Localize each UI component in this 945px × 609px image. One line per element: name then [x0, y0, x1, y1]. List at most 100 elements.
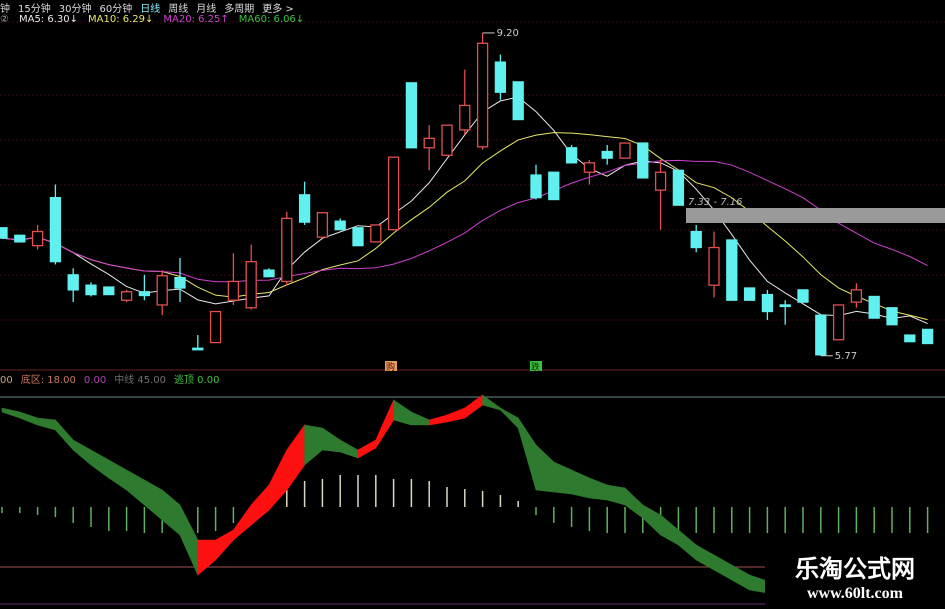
candle-body [156, 275, 168, 306]
candle [334, 218, 346, 231]
indicator-settings-icon[interactable]: ② [0, 14, 9, 25]
candle-body [85, 284, 97, 296]
candle-body [192, 347, 204, 351]
indicator-band-segment [72, 439, 92, 466]
sell-marker: 跌 [530, 361, 542, 373]
indicator-band-segment [624, 487, 644, 519]
candle [352, 227, 364, 247]
candle-body [637, 142, 649, 179]
indicator-band-segment [411, 411, 430, 426]
candle [761, 289, 774, 320]
svg-text:购: 购 [386, 361, 395, 373]
tab-5[interactable]: 周线 [168, 4, 189, 15]
indicator-band-segment [268, 449, 288, 511]
indicator-band-segment [339, 439, 359, 459]
candle-body [352, 227, 364, 247]
low-price-label: 5.77 [835, 351, 857, 362]
candle-body [245, 260, 257, 309]
indicator-legend: 00 底区: 18.00 0.00 中线 45.00 逃顶 0.00 [0, 371, 227, 386]
candle [67, 268, 79, 303]
candle-body [138, 291, 151, 297]
ma-legend-item: MA5: 6.30↓ [18, 14, 78, 25]
candle-body [761, 293, 774, 313]
buy-marker: 购 [385, 361, 397, 373]
indicator-band-segment [126, 469, 145, 506]
candle [138, 274, 151, 301]
candle [298, 181, 311, 225]
tab-2[interactable]: 30分钟 [58, 4, 92, 15]
tab-7[interactable]: 多周期 [224, 4, 255, 15]
moving-average-lines [1, 96, 928, 325]
candle [245, 244, 257, 310]
candle [227, 253, 240, 305]
candle-body [797, 289, 809, 303]
indicator-band-segment [19, 411, 38, 426]
tab-6[interactable]: 月线 [196, 4, 217, 15]
candle-body [832, 304, 845, 341]
tab-8[interactable]: 更多 > [262, 4, 294, 15]
candle-body [227, 280, 240, 301]
indicator-band-segment [731, 564, 750, 591]
candle [886, 307, 898, 326]
indicator-band-segment [517, 416, 537, 491]
indicator-band-segment [304, 424, 323, 466]
tab-0[interactable]: 钟 [0, 4, 10, 15]
indicator-band-segment [55, 419, 74, 451]
candle [192, 335, 204, 351]
watermark: 乐淘公式网 www.60lt.com [765, 552, 945, 609]
candle [174, 257, 186, 303]
tab-4[interactable]: 日线 [140, 4, 161, 15]
candle-body [281, 217, 293, 283]
ma20-line [1, 159, 928, 283]
candle-body [654, 171, 667, 191]
indicator-band-segment [37, 417, 56, 431]
candle-body [690, 230, 702, 249]
candle [387, 156, 400, 231]
candle-body [298, 194, 311, 223]
candle-body [565, 147, 578, 164]
indicator-band-segment [90, 449, 110, 479]
period-tabs: 钟 15分钟 30分钟 60分钟 日线 周线 月线 多周期 更多 > [0, 0, 302, 15]
candle-body [316, 212, 329, 238]
candle-body [174, 276, 186, 289]
indicator-legend-item: 中线 45.00 [114, 375, 166, 386]
indicator-band-segment [660, 514, 679, 546]
candle-body [583, 162, 596, 173]
candle [815, 314, 827, 356]
candle-body [459, 104, 471, 131]
tab-1[interactable]: 15分钟 [18, 4, 51, 15]
candle [423, 125, 435, 171]
tab-3[interactable]: 60分钟 [99, 4, 133, 15]
candle [281, 211, 293, 286]
candle [832, 304, 845, 341]
indicator-band-segment [108, 459, 127, 491]
candle [14, 234, 26, 243]
indicator-band-segment [695, 544, 715, 571]
indicator-band-segment [144, 479, 163, 521]
candle [370, 224, 382, 243]
candle-body [512, 81, 524, 121]
candle-body [14, 234, 26, 243]
candle [476, 32, 489, 150]
candle [850, 283, 863, 308]
candle-body [886, 307, 898, 326]
candle [904, 334, 916, 343]
candle-body [743, 287, 756, 301]
candle-body [708, 246, 720, 286]
candle-body [334, 220, 346, 231]
candle [921, 328, 934, 345]
indicator-legend-item: 00 [0, 375, 13, 386]
range-label: 7.33 - 7.16 [688, 197, 743, 208]
candle [85, 282, 97, 297]
candle [316, 212, 329, 238]
indicator-band-segment [464, 394, 483, 419]
candle-body [476, 42, 489, 148]
candle-body [405, 82, 418, 149]
indicator-band-segment [606, 484, 626, 506]
ma5-line [1, 96, 928, 325]
ma-legend-item: MA60: 6.06↓ [238, 14, 305, 25]
indicator-band-segment [589, 477, 608, 501]
indicator-band-segment [535, 444, 555, 493]
candle-body [850, 289, 863, 303]
